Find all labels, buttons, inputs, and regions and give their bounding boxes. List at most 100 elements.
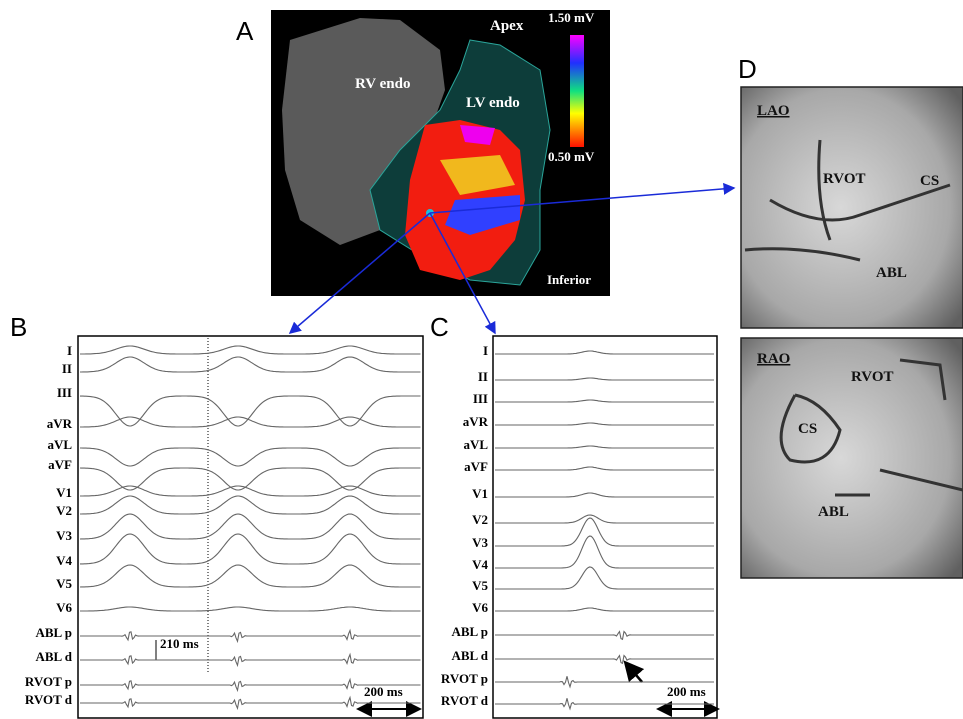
lead-label: V5 <box>56 576 72 591</box>
ecg-trace <box>495 517 714 547</box>
lead-label: RVOT p <box>25 674 72 689</box>
ecg-trace <box>80 356 421 373</box>
ecg-trace <box>80 695 421 711</box>
ecg-trace <box>79 513 421 540</box>
lead-label: aVL <box>463 437 488 452</box>
lead-label: ABL d <box>36 649 73 664</box>
scale-label: 200 ms <box>364 684 403 699</box>
scale-label: 0.50 mV <box>548 149 595 164</box>
lead-label: RVOT d <box>25 692 73 707</box>
catheter-label: CS <box>920 173 939 189</box>
lead-label: aVL <box>47 437 72 452</box>
lead-label: RVOT p <box>441 671 488 686</box>
ecg-trace <box>80 345 421 355</box>
ecg-trace <box>80 416 421 428</box>
ecg-trace <box>80 447 421 467</box>
lead-label: RVOT d <box>441 693 489 708</box>
voltage-map <box>445 195 520 235</box>
lead-label: ABL p <box>36 625 73 640</box>
panel-frame <box>77 335 424 719</box>
ecg-trace <box>495 377 714 381</box>
lead-label: V6 <box>472 600 488 615</box>
ecg-trace <box>495 535 714 569</box>
interval-label: 210 ms <box>160 636 199 651</box>
ecg-trace <box>80 533 421 565</box>
scale-label: 1.50 mV <box>548 10 595 25</box>
lead-label: ABL d <box>452 648 489 663</box>
catheter-label: ABL <box>818 504 849 520</box>
catheter-label: ABL <box>876 265 907 281</box>
ecg-trace <box>79 467 421 491</box>
ecg-trace <box>495 350 714 355</box>
lead-label: III <box>57 385 72 400</box>
lead-label: V1 <box>56 485 72 500</box>
lead-label: I <box>483 343 488 358</box>
ecg-trace <box>495 698 714 711</box>
ecg-trace <box>495 566 714 590</box>
panel-frame <box>492 335 718 719</box>
lead-label: V4 <box>56 553 72 568</box>
map-label: LV endo <box>466 95 520 111</box>
lead-label: aVR <box>47 416 73 431</box>
panel-label: C <box>430 312 449 342</box>
catheter <box>744 139 951 262</box>
ecg-trace <box>80 395 421 427</box>
ecg-trace <box>495 422 714 426</box>
lead-label: aVR <box>463 414 489 429</box>
view-title: LAO <box>757 103 790 119</box>
lead-label: V2 <box>56 503 72 518</box>
ecg-trace <box>79 564 421 588</box>
ecg-trace <box>80 485 421 497</box>
ecg-trace <box>495 466 714 471</box>
lead-label: II <box>62 361 72 376</box>
catheter-label: CS <box>798 421 817 437</box>
ecg-trace <box>80 606 421 612</box>
lead-label: V6 <box>56 600 72 615</box>
lead-label: aVF <box>48 457 72 472</box>
panel-label: D <box>738 54 757 84</box>
pointer-arrow <box>623 660 645 683</box>
catheter <box>779 358 963 497</box>
panel-label: A <box>236 16 254 46</box>
fluoroscopy-image <box>740 86 963 329</box>
lead-label: ABL p <box>452 624 489 639</box>
ecg-trace <box>495 445 714 449</box>
view-title: RAO <box>757 351 790 367</box>
ecg-trace <box>495 514 714 524</box>
lead-label: V1 <box>472 486 488 501</box>
panel-label: B <box>10 312 27 342</box>
ecg-trace <box>495 399 714 403</box>
view-label: Inferior <box>547 272 591 287</box>
fluoroscopy-image <box>740 337 963 579</box>
catheter-label: RVOT <box>823 171 866 187</box>
color-scale <box>570 35 584 147</box>
map-label: RV endo <box>355 76 410 92</box>
arrow <box>429 212 496 335</box>
lead-label: V2 <box>472 512 488 527</box>
ecg-trace <box>80 628 421 644</box>
ecg-trace <box>80 495 421 515</box>
lead-label: III <box>473 391 488 406</box>
lead-label: V3 <box>56 528 72 543</box>
ecg-trace <box>80 677 421 693</box>
catheter-label: RVOT <box>851 369 894 385</box>
map-label: Apex <box>490 18 524 34</box>
scale-label: 200 ms <box>667 684 706 699</box>
lead-label: aVF <box>464 459 488 474</box>
arrow <box>288 212 431 334</box>
ecg-trace <box>495 630 714 641</box>
lead-label: V3 <box>472 535 488 550</box>
arrow <box>429 182 736 214</box>
lead-label: I <box>67 343 72 358</box>
lead-label: V4 <box>472 557 488 572</box>
ecg-trace <box>495 654 714 665</box>
ecg-trace <box>80 652 421 668</box>
ecg-trace <box>495 492 714 498</box>
ecg-trace <box>495 676 714 689</box>
voltage-map <box>440 155 515 195</box>
voltage-map <box>460 125 495 145</box>
lead-label: V5 <box>472 578 488 593</box>
lead-label: II <box>478 369 488 384</box>
ecg-trace <box>495 607 714 612</box>
